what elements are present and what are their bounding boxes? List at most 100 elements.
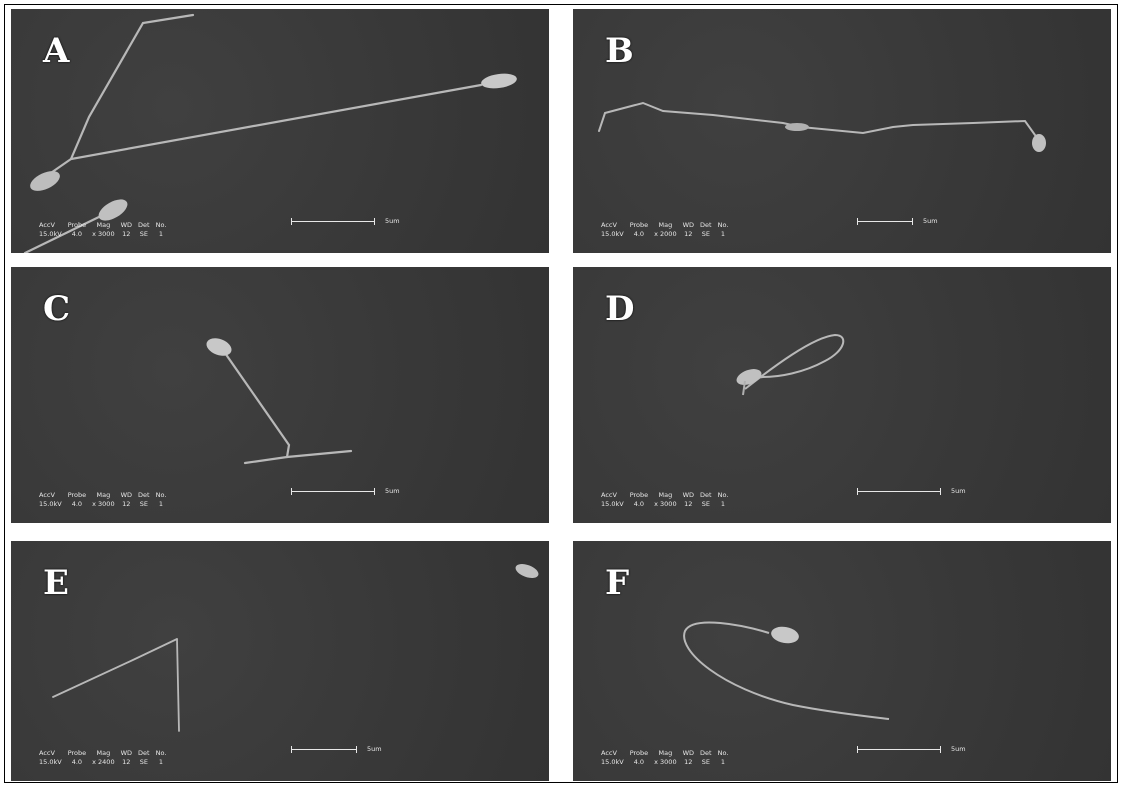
meta-value: x 2000 [654,230,677,238]
panel-label-b: B [605,31,634,71]
meta-header: No. [717,491,729,499]
meta-value: 4.0 [633,230,645,238]
meta-value: SE [701,758,710,766]
meta-header: AccV [601,749,617,757]
panel-f: F AccV Probe Mag WD Det No. 15.0kV 4.0 x… [573,541,1111,781]
meta-header: WD [682,491,695,499]
meta-header: Det [138,491,150,499]
sperm-image-a [23,13,517,253]
meta-header: Det [138,749,150,757]
scale-bar-label: 5um [951,487,966,495]
sperm-image-e [52,564,539,732]
meta-value: 15.0kV [601,230,624,238]
meta-header: Mag [658,749,673,757]
meta-value: SE [701,230,710,238]
panel-label-c: C [43,289,71,329]
scale-bar-c: 5um [291,487,400,495]
meta-header: Mag [658,221,673,229]
meta-header: AccV [39,491,55,499]
meta-header: No. [717,221,729,229]
meta-header: WD [682,221,695,229]
panel-e: E AccV Probe Mag WD Det No. 15.0kV 4.0 x… [11,541,549,781]
meta-value: x 3000 [92,230,115,238]
sem-metadata-e: AccV Probe Mag WD Det No. 15.0kV 4.0 x 2… [39,749,172,767]
meta-header: Mag [96,749,111,757]
meta-value: 4.0 [633,500,645,508]
scale-bar-d: 5um [857,487,966,495]
scale-bar-a: 5um [291,217,400,225]
meta-value: SE [139,758,148,766]
meta-header: AccV [39,749,55,757]
scale-bar-line [857,217,913,225]
meta-header: Probe [67,491,87,499]
sperm-image-f [683,621,890,720]
meta-header: Mag [96,491,111,499]
meta-header: Probe [629,221,649,229]
meta-value: 15.0kV [601,500,624,508]
meta-value: 1 [720,758,726,766]
meta-value: 4.0 [633,758,645,766]
meta-value: 12 [122,230,131,238]
meta-header: WD [120,221,133,229]
panel-b: B AccV Probe Mag WD Det No. 15.0kV 4.0 x… [573,9,1111,253]
meta-header: WD [682,749,695,757]
meta-header: Probe [629,491,649,499]
meta-value: 1 [720,500,726,508]
scale-bar-line [857,745,941,753]
meta-header: Det [700,491,712,499]
meta-value: 15.0kV [39,758,62,766]
meta-value: 1 [158,758,164,766]
figure-frame: A AccV Probe Mag WD Det No. 15.0kV 4.0 x… [4,4,1118,783]
meta-value: 12 [122,500,131,508]
meta-header: AccV [601,491,617,499]
panel-d: D AccV Probe Mag WD Det No. 15.0kV 4.0 x… [573,267,1111,523]
sperm-image-d [736,333,845,396]
scale-bar-b: 5um [857,217,938,225]
meta-header: No. [155,221,167,229]
meta-header: AccV [39,221,55,229]
panel-label-e: E [43,563,69,603]
sem-metadata-f: AccV Probe Mag WD Det No. 15.0kV 4.0 x 3… [601,749,734,767]
sem-metadata-c: AccV Probe Mag WD Det No. 15.0kV 4.0 x 3… [39,491,172,509]
meta-header: AccV [601,221,617,229]
meta-header: Probe [629,749,649,757]
meta-header: Mag [96,221,111,229]
meta-header: No. [717,749,729,757]
scale-bar-label: 5um [367,745,382,753]
meta-header: WD [120,749,133,757]
panel-a: A AccV Probe Mag WD Det No. 15.0kV 4.0 x… [11,9,549,253]
meta-value: 1 [158,230,164,238]
sperm-image-b [598,101,1046,152]
scale-bar-line [291,745,357,753]
meta-value: 12 [684,230,693,238]
sem-metadata-a: AccV Probe Mag WD Det No. 15.0kV 4.0 x 3… [39,221,172,239]
meta-value: 4.0 [71,758,83,766]
scale-bar-f: 5um [857,745,966,753]
meta-value: 12 [684,758,693,766]
meta-header: Probe [67,221,87,229]
meta-value: x 3000 [92,500,115,508]
meta-value: SE [139,500,148,508]
meta-value: 12 [684,500,693,508]
scale-bar-line [857,487,941,495]
meta-value: x 3000 [654,500,677,508]
meta-header: No. [155,491,167,499]
meta-value: 4.0 [71,500,83,508]
sem-metadata-d: AccV Probe Mag WD Det No. 15.0kV 4.0 x 3… [601,491,734,509]
meta-header: Probe [67,749,87,757]
meta-value: 4.0 [71,230,83,238]
meta-value: 1 [720,230,726,238]
meta-header: Det [700,749,712,757]
meta-header: Mag [658,491,673,499]
meta-value: 15.0kV [39,230,62,238]
sem-metadata-b: AccV Probe Mag WD Det No. 15.0kV 4.0 x 2… [601,221,734,239]
meta-value: x 2400 [92,758,115,766]
scale-bar-label: 5um [385,217,400,225]
scale-bar-line [291,487,375,495]
meta-value: SE [139,230,148,238]
meta-value: 15.0kV [39,500,62,508]
meta-header: Det [700,221,712,229]
meta-value: SE [701,500,710,508]
scale-bar-e: 5um [291,745,382,753]
meta-header: No. [155,749,167,757]
